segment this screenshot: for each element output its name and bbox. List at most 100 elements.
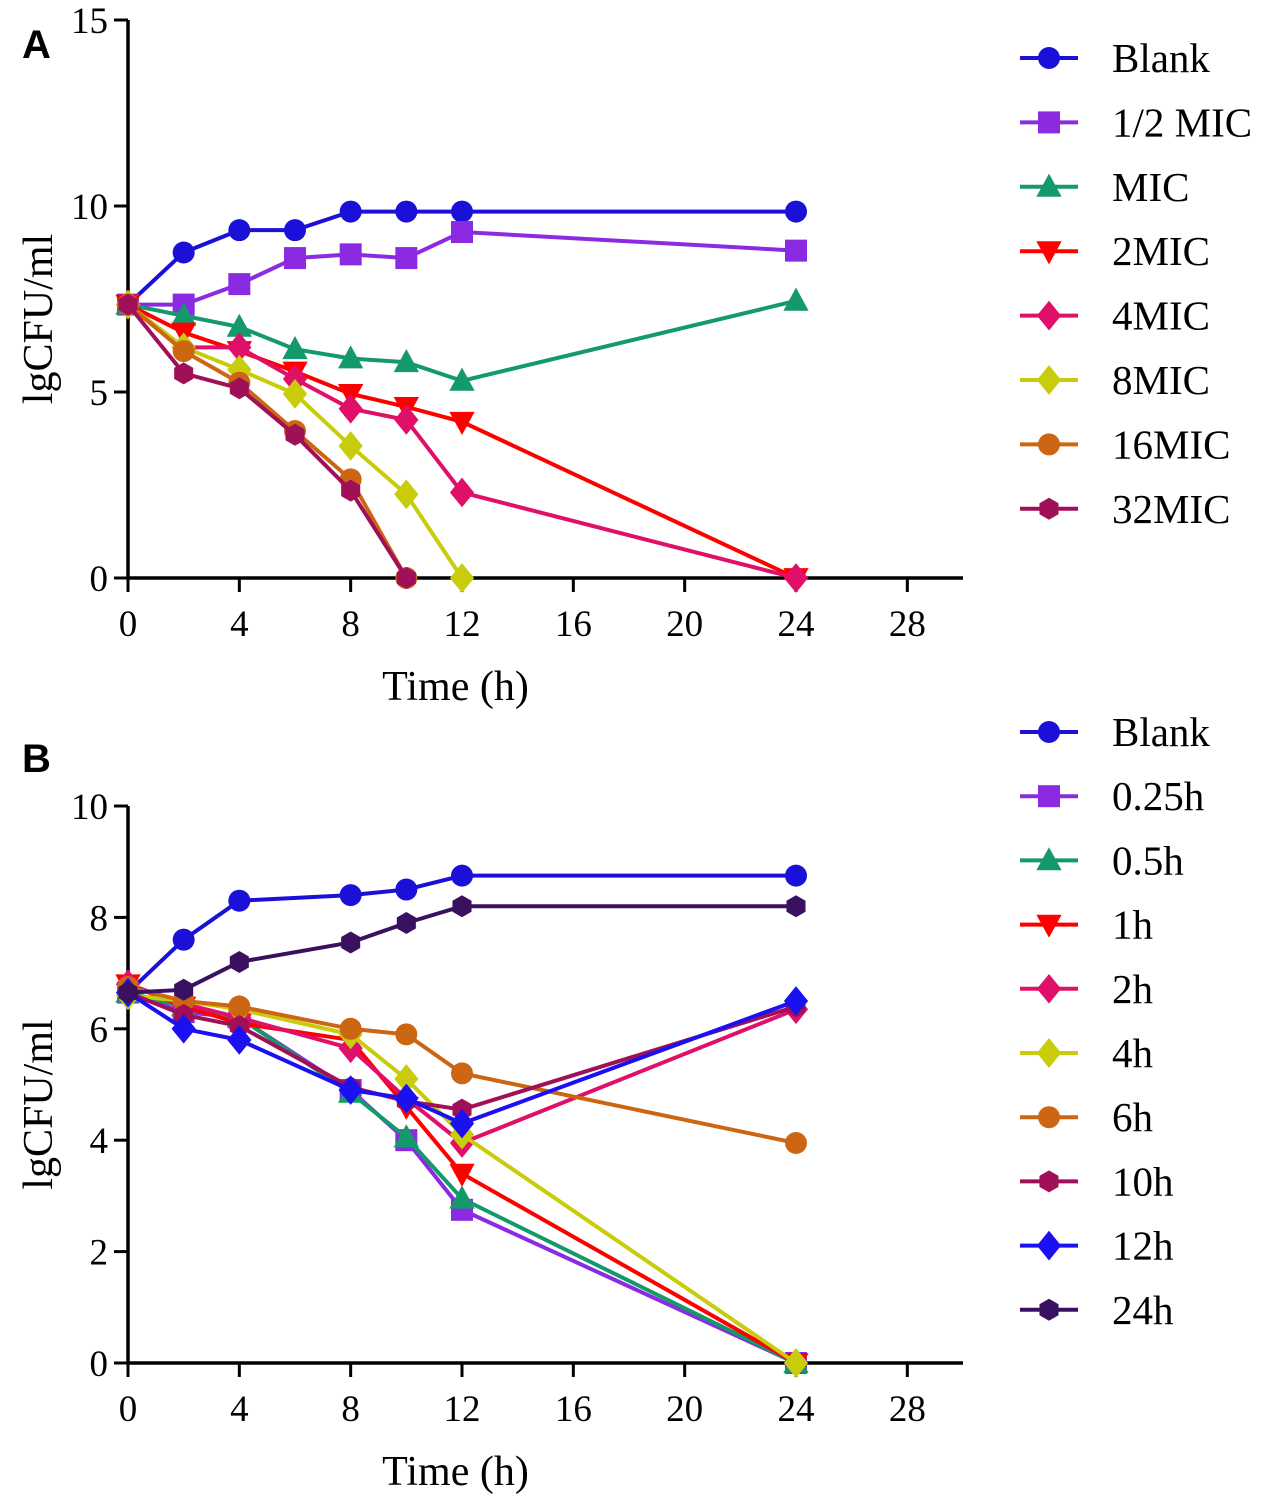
legend-item: Blank xyxy=(1020,35,1210,81)
data-point xyxy=(118,981,138,1004)
legend-item: 16MIC xyxy=(1020,421,1230,467)
series-4mic xyxy=(115,289,809,593)
data-point xyxy=(393,349,419,373)
data-point xyxy=(228,219,251,242)
data-point xyxy=(228,889,251,912)
y-tick-label: 5 xyxy=(90,373,109,414)
legend-label: 8MIC xyxy=(1112,357,1210,403)
legend-label: 24h xyxy=(1112,1287,1174,1333)
legend-item: Blank xyxy=(1020,709,1210,755)
legend-marker xyxy=(1036,365,1062,395)
legend-marker xyxy=(1036,173,1062,197)
data-point xyxy=(449,563,475,593)
legend: Blank 1/2 MIC MIC 2MIC 4MIC 8MIC 16MIC 32MIC xyxy=(1020,35,1252,532)
legend-marker xyxy=(1036,1038,1062,1068)
x-tick-label: 24 xyxy=(778,1389,815,1430)
legend-item: 6h xyxy=(1020,1094,1153,1140)
legend-marker xyxy=(1039,1170,1059,1193)
legend-label: Blank xyxy=(1112,709,1210,755)
legend-item: 4MIC xyxy=(1020,293,1210,339)
y-tick-label: 15 xyxy=(71,1,108,42)
legend-item: 1h xyxy=(1020,902,1153,948)
legend-item: 10h xyxy=(1020,1158,1174,1204)
y-axis-title: lgCFU/ml xyxy=(16,1019,62,1189)
data-point xyxy=(282,379,308,409)
x-tick-label: 28 xyxy=(889,604,926,645)
y-tick-label: 10 xyxy=(71,787,108,828)
legend-marker xyxy=(1036,1230,1062,1261)
legend-marker xyxy=(1038,785,1060,808)
legend-label: 1h xyxy=(1112,902,1153,948)
data-point xyxy=(451,221,473,244)
data-point xyxy=(338,393,363,424)
y-tick-label: 6 xyxy=(90,1010,109,1051)
x-tick-label: 0 xyxy=(119,1389,138,1430)
data-point xyxy=(229,950,249,973)
series-line xyxy=(126,302,797,580)
legend-item: 2MIC xyxy=(1020,228,1210,274)
data-point xyxy=(395,200,418,223)
data-point xyxy=(394,405,419,435)
series-10h xyxy=(118,981,806,1121)
data-point xyxy=(174,978,194,1001)
legend-marker xyxy=(1036,241,1062,265)
data-point xyxy=(227,1025,252,1055)
legend-label: 1/2 MIC xyxy=(1112,99,1252,145)
x-axis-title: Time (h) xyxy=(382,664,529,710)
legend-label: 4MIC xyxy=(1112,293,1210,339)
data-point xyxy=(339,200,362,223)
y-tick-label: 4 xyxy=(90,1121,109,1162)
series-line xyxy=(126,303,409,580)
x-tick-label: 0 xyxy=(119,604,138,645)
legend-marker xyxy=(1038,1106,1060,1129)
series-line xyxy=(127,298,797,383)
x-tick-label: 16 xyxy=(555,1389,592,1430)
data-point xyxy=(452,895,472,918)
data-point xyxy=(394,479,419,510)
y-tick-label: 10 xyxy=(71,187,108,228)
series-blank xyxy=(117,864,807,1004)
data-point xyxy=(393,1124,419,1148)
data-point xyxy=(284,247,306,270)
panel-label: B xyxy=(22,737,51,781)
legend-label: 2MIC xyxy=(1112,228,1210,274)
data-point xyxy=(226,313,252,337)
y-tick-label: 2 xyxy=(90,1233,109,1274)
x-tick-label: 12 xyxy=(444,604,481,645)
legend: Blank 0.25h 0.5h 1h 2h 4h 6h 10h 12h 24h xyxy=(1020,709,1210,1333)
data-point xyxy=(229,377,249,400)
series-1-2-mic xyxy=(117,221,807,316)
series-32mic xyxy=(118,293,416,589)
series-line xyxy=(127,904,796,995)
x-tick-label: 20 xyxy=(666,604,703,645)
legend-label: Blank xyxy=(1112,35,1210,81)
series-24h xyxy=(118,895,806,1004)
data-point xyxy=(785,1131,807,1154)
data-point xyxy=(396,567,416,589)
x-tick-label: 28 xyxy=(889,1389,926,1430)
legend-label: 2h xyxy=(1112,966,1153,1012)
y-tick-label: 0 xyxy=(90,559,109,600)
data-point xyxy=(396,911,416,934)
legend-label: 4h xyxy=(1112,1030,1153,1076)
y-tick-label: 8 xyxy=(90,898,109,939)
data-point xyxy=(338,431,363,461)
legend-marker xyxy=(1036,300,1062,331)
panel-a-chart: A 0 5 10 15 0 4 8 12 16 20 24 28 Time (h) lgCFU/ml Blan… xyxy=(16,1,1252,710)
data-point xyxy=(174,362,194,385)
data-point xyxy=(339,884,362,907)
data-point xyxy=(449,367,475,391)
data-point xyxy=(171,1013,196,1044)
data-point xyxy=(227,332,252,363)
x-tick-label: 12 xyxy=(444,1389,481,1430)
data-point xyxy=(786,895,806,918)
series-2mic xyxy=(115,294,809,592)
x-tick-label: 24 xyxy=(778,604,815,645)
data-point xyxy=(451,200,473,223)
legend-marker xyxy=(1038,47,1060,69)
data-point xyxy=(171,302,197,326)
x-tick-label: 8 xyxy=(341,1389,360,1430)
legend-label: 6h xyxy=(1112,1094,1153,1140)
data-point xyxy=(783,563,809,593)
